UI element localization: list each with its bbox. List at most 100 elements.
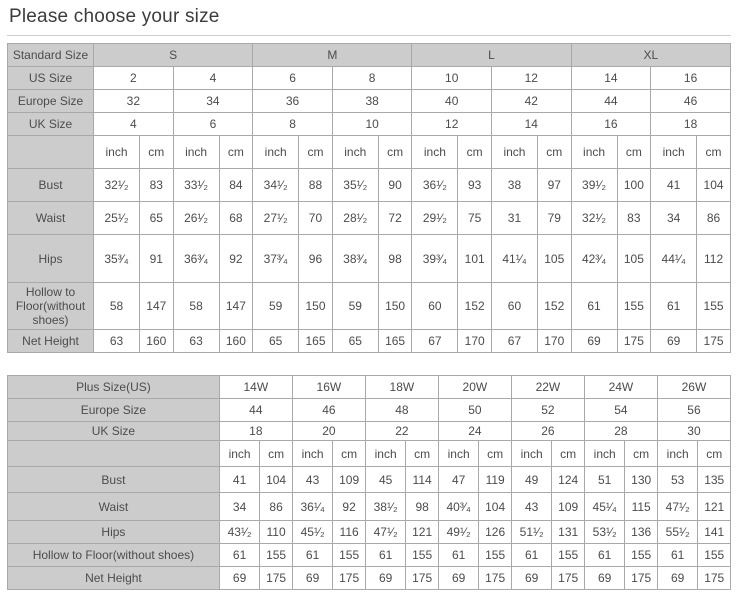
size-cell: XL (570, 43, 732, 67)
measurement-value-inch: 61 (510, 543, 553, 567)
table-row: Waist 25¹⁄₂ 65 26¹⁄₂ 68 27¹⁄₂ 70 28¹⁄₂ 72 29¹⁄₂ 75… (6, 201, 731, 235)
measurement-value-cm: 93 (457, 168, 493, 202)
measurement-value-inch: 34¹⁄₂ (252, 168, 300, 202)
size-cell: 18W (364, 375, 439, 399)
table-row: inch cm inch cm inch cm inch cm inch cm inch cm inch… (6, 135, 731, 169)
measurement-value-inch: 36¹⁄₂ (411, 168, 459, 202)
size-cell: 56 (656, 398, 732, 422)
unit-header: inch (331, 135, 379, 169)
size-cell: 16 (570, 112, 652, 136)
size-cell: 8 (252, 112, 333, 136)
size-cell: 26W (656, 375, 732, 399)
measurement-value-inch: 47 (437, 466, 480, 493)
measurement-value-inch: 61 (650, 282, 698, 330)
measurement-value-inch: 58 (93, 282, 140, 330)
measurement-value-inch: 29¹⁄₂ (411, 201, 459, 235)
measurement-value-cm: 100 (616, 168, 652, 202)
unit-header: cm (377, 135, 413, 169)
measurement-value-inch: 69 (437, 566, 480, 590)
measurement-value-cm: 175 (405, 566, 439, 590)
size-cell: 40 (411, 89, 493, 113)
size-cell: 28 (583, 421, 658, 441)
measurement-value-cm: 175 (624, 566, 658, 590)
measurement-value-cm: 72 (377, 201, 413, 235)
measurement-value-cm: 175 (478, 566, 512, 590)
measurement-value-cm: 152 (457, 282, 493, 330)
measurement-value-inch: 69 (291, 566, 334, 590)
measurement-value-cm: 150 (377, 282, 413, 330)
measurement-value-cm: 83 (616, 201, 652, 235)
size-cell: 4 (172, 66, 254, 90)
size-cell: 8 (331, 66, 413, 90)
measurement-value-inch: 43 (291, 466, 334, 493)
unit-header: cm (624, 440, 658, 467)
measurement-value-inch: 32¹⁄₂ (570, 201, 618, 235)
size-cell: 48 (364, 398, 439, 422)
size-cell: S (93, 43, 254, 67)
measurement-value-cm: 105 (536, 234, 572, 283)
title-divider (7, 35, 731, 36)
measurement-value-cm: 119 (478, 466, 512, 493)
measurement-value-inch: 35³⁄₄ (93, 234, 140, 283)
measurement-value-inch: 67 (491, 329, 538, 353)
measurement-value-cm: 112 (696, 234, 731, 283)
measurement-value-inch: 25¹⁄₂ (93, 201, 140, 235)
unit-header: inch (650, 135, 698, 169)
measurement-value-inch: 42³⁄₄ (570, 234, 618, 283)
measurement-value-cm: 97 (536, 168, 572, 202)
measurement-value-cm: 155 (332, 543, 366, 567)
table-row: Bust 32¹⁄₂ 83 33¹⁄₂ 84 34¹⁄₂ 88 35¹⁄₂ 90 36¹⁄₂ 93 3… (6, 168, 731, 202)
standard-size-chart: Standard Size S M L XL US Size 2 4 6 8 10 12 14 16 Eur… (6, 43, 732, 353)
unit-header: cm (551, 440, 585, 467)
measurement-value-inch: 38³⁄₄ (331, 234, 379, 283)
row-label (7, 440, 220, 467)
measurement-value-cm: 155 (551, 543, 585, 567)
unit-header: inch (570, 135, 618, 169)
measurement-value-cm: 175 (259, 566, 293, 590)
size-cell: 24 (437, 421, 512, 441)
measurement-value-cm: 152 (536, 282, 572, 330)
unit-header: cm (616, 135, 652, 169)
table-row: UK Size 4 6 8 10 12 14 16 18 (6, 112, 731, 136)
unit-header: inch (656, 440, 699, 467)
measurement-value-cm: 126 (478, 520, 512, 544)
unit-header: inch (491, 135, 538, 169)
measurement-value-cm: 160 (218, 329, 254, 353)
size-cell: 54 (583, 398, 658, 422)
unit-header: cm (332, 440, 366, 467)
row-label: US Size (6, 66, 95, 90)
measurement-value-inch: 26¹⁄₂ (172, 201, 220, 235)
measurement-value-inch: 32¹⁄₂ (93, 168, 140, 202)
measurement-value-inch: 69 (218, 566, 261, 590)
measurement-value-cm: 109 (332, 466, 366, 493)
measurement-value-inch: 69 (650, 329, 698, 353)
size-cell: 18 (650, 112, 731, 136)
measurement-value-cm: 68 (218, 201, 254, 235)
measurement-value-inch: 69 (583, 566, 626, 590)
measurement-value-cm: 135 (697, 466, 731, 493)
table-row: Hips 35³⁄₄ 91 36³⁄₄ 92 37³⁄₄ 96 38³⁄₄ 98 39³⁄₄ 101… (6, 234, 731, 283)
unit-header: cm (138, 135, 174, 169)
measurement-value-inch: 43 (510, 492, 553, 521)
measurement-value-cm: 114 (405, 466, 439, 493)
standard-size-table: Standard Size S M L XL US Size 2 4 6 8 10 12 14 16 Eur… (6, 43, 732, 353)
measurement-value-cm: 170 (536, 329, 572, 353)
measurement-value-cm: 155 (624, 543, 658, 567)
measurement-value-cm: 115 (624, 492, 658, 521)
unit-header: cm (298, 135, 333, 169)
measurement-value-cm: 104 (478, 492, 512, 521)
measurement-value-inch: 67 (411, 329, 459, 353)
measurement-value-cm: 121 (697, 492, 731, 521)
measurement-value-cm: 109 (551, 492, 585, 521)
measurement-value-cm: 160 (138, 329, 174, 353)
measurement-value-cm: 155 (405, 543, 439, 567)
measurement-value-cm: 90 (377, 168, 413, 202)
row-label: Europe Size (6, 89, 95, 113)
row-label: Net Height (7, 566, 220, 590)
measurement-value-inch: 40³⁄₄ (437, 492, 480, 521)
size-cell: 50 (437, 398, 512, 422)
table-row: Hollow to Floor(without shoes) 58 147 58 147… (6, 282, 731, 330)
row-label (6, 135, 95, 169)
measurement-value-inch: 36³⁄₄ (172, 234, 220, 283)
measurement-value-inch: 36¹⁄₄ (291, 492, 334, 521)
